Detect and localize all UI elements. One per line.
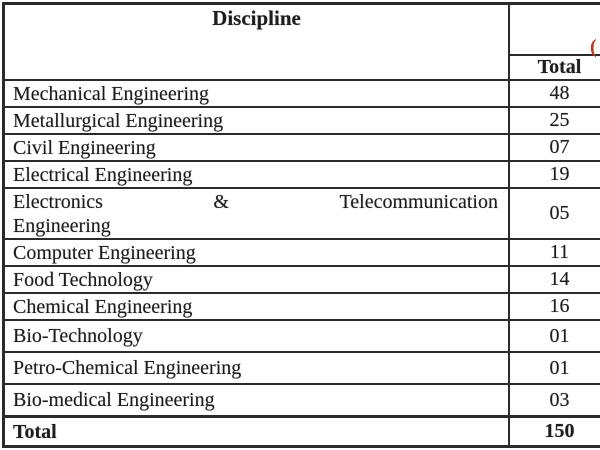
table-row: Electrical Engineering 19: [5, 160, 600, 187]
discipline-cell: Electrical Engineering: [13, 163, 193, 186]
table-footer-row: Total 150: [5, 415, 600, 445]
total-cell: 19: [508, 162, 600, 187]
column-header-total: Total: [510, 54, 600, 79]
table-row: Civil Engineering 07: [5, 133, 600, 160]
total-value: 48: [549, 82, 570, 104]
table-header: Discipline Total: [5, 5, 600, 79]
table-row: Bio-Technology 01: [5, 319, 600, 351]
table-row: Electronics & Telecommunication Engineer…: [5, 187, 600, 238]
discipline-cell: Chemical Engineering: [13, 295, 193, 318]
footer-label-cell: Total: [13, 420, 57, 443]
total-cell: 01: [508, 353, 600, 383]
total-value: 16: [549, 295, 570, 317]
total-cell: 07: [508, 135, 600, 160]
total-cell: 25: [508, 108, 600, 133]
discipline-word: Electronics: [13, 190, 103, 213]
discipline-cell: Food Technology: [13, 268, 153, 291]
footer-total-cell: 150: [508, 418, 600, 445]
discipline-cell: Bio-Technology: [13, 325, 143, 347]
total-value: 07: [549, 136, 570, 158]
discipline-cell: Petro-Chemical Engineering: [13, 357, 242, 379]
total-cell: 48: [508, 81, 600, 106]
table-row: Petro-Chemical Engineering 01: [5, 351, 600, 383]
discipline-second-line: Engineering: [13, 214, 111, 237]
total-value: 01: [549, 324, 570, 347]
discipline-word: Telecommunication: [339, 190, 498, 213]
discipline-cell: Bio-medical Engineering: [13, 389, 215, 411]
total-value: 14: [549, 268, 570, 290]
total-value: 01: [549, 356, 570, 379]
total-value: 19: [549, 163, 570, 185]
discipline-cell: Civil Engineering: [13, 136, 156, 159]
total-cell: 03: [508, 385, 600, 415]
total-value: 25: [549, 109, 570, 131]
cropped-red-parenthesis: (: [590, 36, 597, 58]
discipline-justified-line: Electronics & Telecommunication: [13, 190, 502, 214]
table-row: Computer Engineering 11: [5, 238, 600, 265]
total-cell: 16: [508, 294, 600, 319]
footer-total-value: 150: [544, 420, 575, 442]
total-value: 05: [549, 202, 570, 224]
table-row: Chemical Engineering 16: [5, 292, 600, 319]
discipline-cell: Electronics & Telecommunication Engineer…: [5, 189, 508, 238]
discipline-cell: Mechanical Engineering: [13, 82, 210, 105]
table-row: Mechanical Engineering 48: [5, 79, 600, 106]
total-cell: 14: [508, 267, 600, 292]
total-cell: 11: [508, 240, 600, 265]
discipline-cell: Metallurgical Engineering: [13, 109, 224, 132]
discipline-word: &: [213, 190, 229, 213]
header-right-column: Total: [508, 5, 600, 79]
header-top-subcell: [510, 5, 600, 54]
total-value: 03: [549, 388, 570, 411]
table-row: Metallurgical Engineering 25: [5, 106, 600, 133]
discipline-cell: Computer Engineering: [13, 241, 196, 264]
total-cell: 05: [508, 189, 600, 238]
total-cell: 01: [508, 321, 600, 351]
total-value: 11: [549, 241, 570, 263]
table-row: Food Technology 14: [5, 265, 600, 292]
column-header-discipline: Discipline: [212, 6, 301, 30]
table-row: Bio-medical Engineering 03: [5, 383, 600, 415]
